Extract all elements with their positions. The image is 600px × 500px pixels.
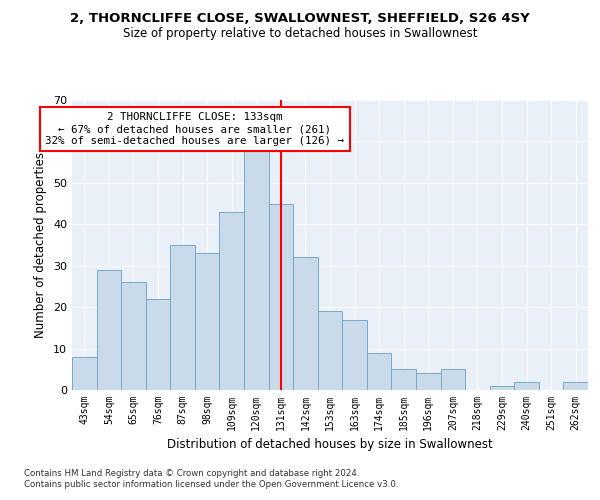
Bar [318,312,342,390]
Text: 2 THORNCLIFFE CLOSE: 133sqm
← 67% of detached houses are smaller (261)
32% of se: 2 THORNCLIFFE CLOSE: 133sqm ← 67% of det… [46,112,344,146]
Bar [97,270,121,390]
Bar [563,382,588,390]
Text: Contains HM Land Registry data © Crown copyright and database right 2024.: Contains HM Land Registry data © Crown c… [24,468,359,477]
Bar [391,370,416,390]
Text: Size of property relative to detached houses in Swallownest: Size of property relative to detached ho… [123,28,477,40]
Y-axis label: Number of detached properties: Number of detached properties [34,152,47,338]
Text: 2, THORNCLIFFE CLOSE, SWALLOWNEST, SHEFFIELD, S26 4SY: 2, THORNCLIFFE CLOSE, SWALLOWNEST, SHEFF… [70,12,530,26]
Bar [121,282,146,390]
Text: Contains public sector information licensed under the Open Government Licence v3: Contains public sector information licen… [24,480,398,489]
Bar [440,370,465,390]
Bar [293,258,318,390]
Bar [220,212,244,390]
Bar [244,150,269,390]
Bar [72,357,97,390]
Bar [514,382,539,390]
Bar [170,245,195,390]
Bar [490,386,514,390]
Bar [416,374,440,390]
Bar [146,299,170,390]
Bar [342,320,367,390]
Bar [367,352,391,390]
Bar [269,204,293,390]
X-axis label: Distribution of detached houses by size in Swallownest: Distribution of detached houses by size … [167,438,493,452]
Bar [195,254,220,390]
